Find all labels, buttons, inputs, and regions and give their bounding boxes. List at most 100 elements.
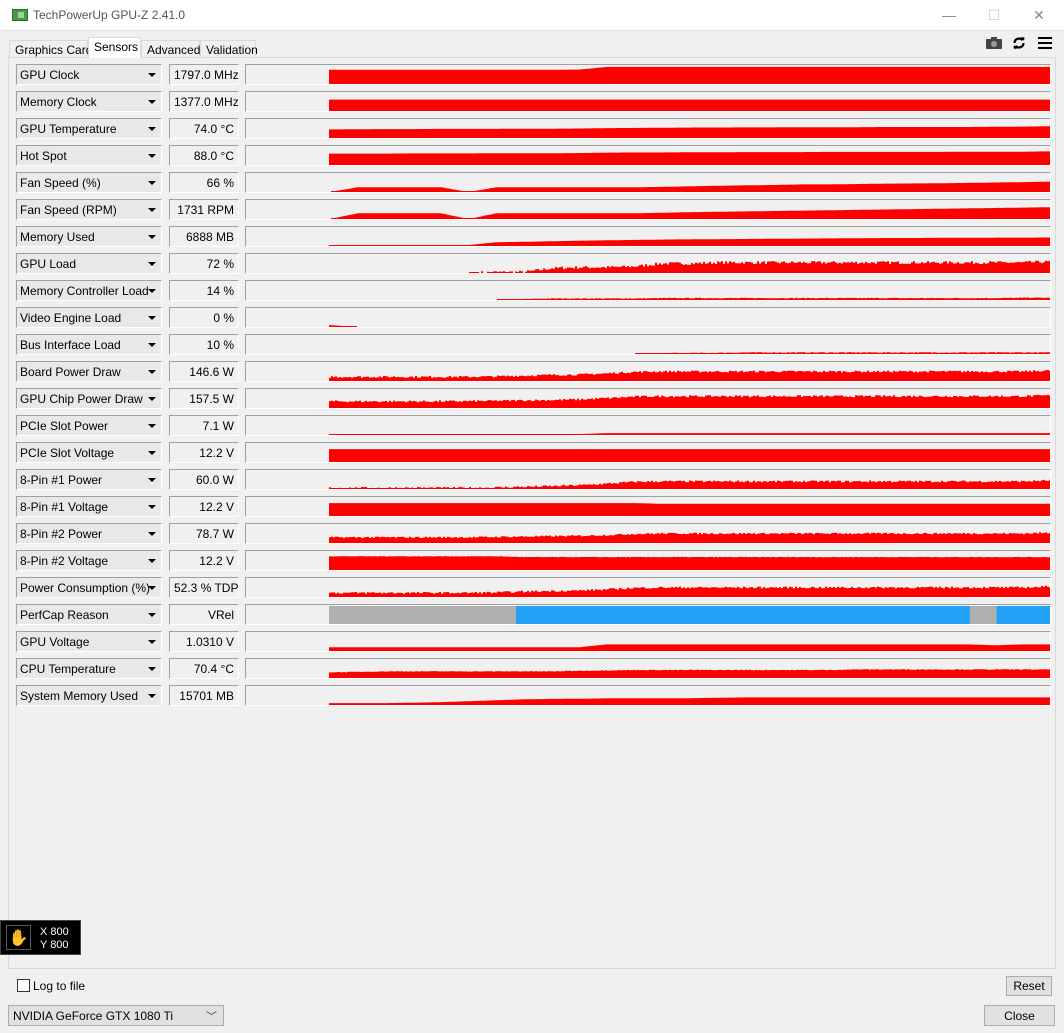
dropdown-arrow-icon bbox=[148, 586, 156, 590]
overlay-y-readout: Y 800 bbox=[40, 939, 69, 951]
sensor-name-dropdown[interactable]: PCIe Slot Power bbox=[16, 415, 162, 436]
gpu-select-value: NVIDIA GeForce GTX 1080 Ti bbox=[13, 1009, 174, 1023]
sensor-name-dropdown[interactable]: Memory Controller Load bbox=[16, 280, 162, 301]
tab-graphics-card[interactable]: Graphics Card bbox=[9, 40, 92, 57]
sensor-value: 157.5 W bbox=[169, 388, 239, 409]
sensor-value: 12.2 V bbox=[169, 550, 239, 571]
sensor-name: Fan Speed (%) bbox=[20, 176, 101, 190]
perfcap-segment bbox=[702, 606, 731, 624]
sensor-graph-fill bbox=[329, 151, 1050, 165]
sensor-graph-fill bbox=[331, 207, 1050, 219]
sensor-name-dropdown[interactable]: 8-Pin #2 Voltage bbox=[16, 550, 162, 571]
sensor-graph-fill bbox=[329, 433, 1050, 435]
sensor-value: VRel bbox=[169, 604, 239, 625]
sensor-name-dropdown[interactable]: GPU Chip Power Draw bbox=[16, 388, 162, 409]
reset-button[interactable]: Reset bbox=[1006, 976, 1052, 996]
dropdown-arrow-icon bbox=[148, 694, 156, 698]
perfcap-segment bbox=[515, 606, 544, 624]
sensor-value: 60.0 W bbox=[169, 469, 239, 490]
sensor-name-dropdown[interactable]: Power Consumption (%) bbox=[16, 577, 162, 598]
sensor-name-dropdown[interactable]: PCIe Slot Voltage bbox=[16, 442, 162, 463]
sensor-name-dropdown[interactable]: GPU Clock bbox=[16, 64, 162, 85]
sensor-name-dropdown[interactable]: GPU Voltage bbox=[16, 631, 162, 652]
sensor-value: 1797.0 MHz bbox=[169, 64, 239, 85]
perfcap-segment bbox=[676, 606, 704, 624]
tab-validation[interactable]: Validation bbox=[200, 40, 258, 57]
perfcap-segment bbox=[1023, 606, 1050, 624]
sensor-graph bbox=[245, 415, 1051, 436]
sensor-value: 78.7 W bbox=[169, 523, 239, 544]
sensor-name: Power Consumption (%) bbox=[20, 581, 151, 595]
dropdown-arrow-icon bbox=[148, 100, 156, 104]
sensor-name: PCIe Slot Power bbox=[20, 419, 109, 433]
sensor-value: 6888 MB bbox=[169, 226, 239, 247]
sensor-name-dropdown[interactable]: 8-Pin #1 Power bbox=[16, 469, 162, 490]
sensor-graph bbox=[245, 145, 1051, 166]
sensor-name-dropdown[interactable]: 8-Pin #2 Power bbox=[16, 523, 162, 544]
close-window-button[interactable]: ✕ bbox=[1033, 6, 1045, 23]
sensor-graph bbox=[245, 253, 1051, 274]
perfcap-segment bbox=[622, 606, 650, 624]
sensor-graph bbox=[245, 631, 1051, 652]
sensor-name-dropdown[interactable]: Fan Speed (RPM) bbox=[16, 199, 162, 220]
sensor-value: 15701 MB bbox=[169, 685, 239, 706]
sensor-value: 70.4 °C bbox=[169, 658, 239, 679]
sensor-graph bbox=[245, 469, 1051, 490]
dropdown-arrow-icon bbox=[148, 559, 156, 563]
log-to-file-checkbox[interactable] bbox=[17, 979, 30, 992]
sensor-graph-fill bbox=[329, 449, 1050, 462]
sensor-name-dropdown[interactable]: Hot Spot bbox=[16, 145, 162, 166]
sensor-graph-fill bbox=[329, 644, 1050, 651]
sensor-name: Fan Speed (RPM) bbox=[20, 203, 117, 217]
overlay-widget: ✋ X 800 Y 800 bbox=[0, 920, 81, 955]
log-to-file-label[interactable]: Log to file bbox=[33, 979, 86, 993]
dropdown-arrow-icon bbox=[148, 370, 156, 374]
tab-advanced[interactable]: Advanced bbox=[141, 40, 200, 57]
sensor-name-dropdown[interactable]: Memory Used bbox=[16, 226, 162, 247]
sensor-graph bbox=[245, 199, 1051, 220]
sensor-name-dropdown[interactable]: CPU Temperature bbox=[16, 658, 162, 679]
dropdown-arrow-icon bbox=[148, 613, 156, 617]
sensor-name-dropdown[interactable]: Bus Interface Load bbox=[16, 334, 162, 355]
menu-icon[interactable] bbox=[1036, 35, 1054, 51]
close-button[interactable]: Close bbox=[984, 1005, 1055, 1026]
sensor-name-dropdown[interactable]: Board Power Draw bbox=[16, 361, 162, 382]
sensor-graph-fill bbox=[331, 181, 1050, 192]
sensor-name-dropdown[interactable]: GPU Load bbox=[16, 253, 162, 274]
dropdown-arrow-icon bbox=[148, 154, 156, 158]
sensor-name-dropdown[interactable]: Memory Clock bbox=[16, 91, 162, 112]
perfcap-segment bbox=[809, 606, 837, 624]
sensor-name: GPU Voltage bbox=[20, 635, 90, 649]
gpu-select[interactable]: NVIDIA GeForce GTX 1080 Ti ﹀ bbox=[8, 1005, 224, 1026]
dropdown-arrow-icon bbox=[148, 505, 156, 509]
sensor-name: 8-Pin #1 Power bbox=[20, 473, 103, 487]
perfcap-segment bbox=[756, 606, 784, 624]
sensor-name: PerfCap Reason bbox=[20, 608, 109, 622]
sensor-name-dropdown[interactable]: 8-Pin #1 Voltage bbox=[16, 496, 162, 517]
refresh-icon[interactable] bbox=[1010, 35, 1028, 51]
sensor-graph-fill bbox=[635, 352, 1050, 354]
sensor-value: 14 % bbox=[169, 280, 239, 301]
perfcap-segment bbox=[863, 606, 891, 624]
sensor-graph bbox=[245, 388, 1051, 409]
perfcap-segment bbox=[996, 606, 1024, 624]
sensor-graph-fill bbox=[329, 479, 1050, 489]
sensor-name-dropdown[interactable]: GPU Temperature bbox=[16, 118, 162, 139]
tab-sensors[interactable]: Sensors bbox=[88, 37, 141, 58]
gpu-card-icon bbox=[12, 9, 28, 21]
maximize-button[interactable]: ☐ bbox=[987, 6, 1001, 23]
sensor-name-dropdown[interactable]: Video Engine Load bbox=[16, 307, 162, 328]
dropdown-arrow-icon bbox=[148, 397, 156, 401]
perfcap-segment bbox=[329, 606, 357, 624]
sensor-name-dropdown[interactable]: System Memory Used bbox=[16, 685, 162, 706]
dropdown-arrow-icon bbox=[148, 343, 156, 347]
sensor-name: GPU Temperature bbox=[20, 122, 117, 136]
dropdown-arrow-icon bbox=[148, 451, 156, 455]
sensor-name-dropdown[interactable]: PerfCap Reason bbox=[16, 604, 162, 625]
perfcap-segment bbox=[649, 606, 677, 624]
minimize-button[interactable]: — bbox=[942, 7, 956, 23]
sensor-name-dropdown[interactable]: Fan Speed (%) bbox=[16, 172, 162, 193]
camera-icon[interactable] bbox=[985, 35, 1003, 51]
sensor-graph-fill bbox=[497, 297, 1050, 300]
dropdown-arrow-icon bbox=[148, 181, 156, 185]
